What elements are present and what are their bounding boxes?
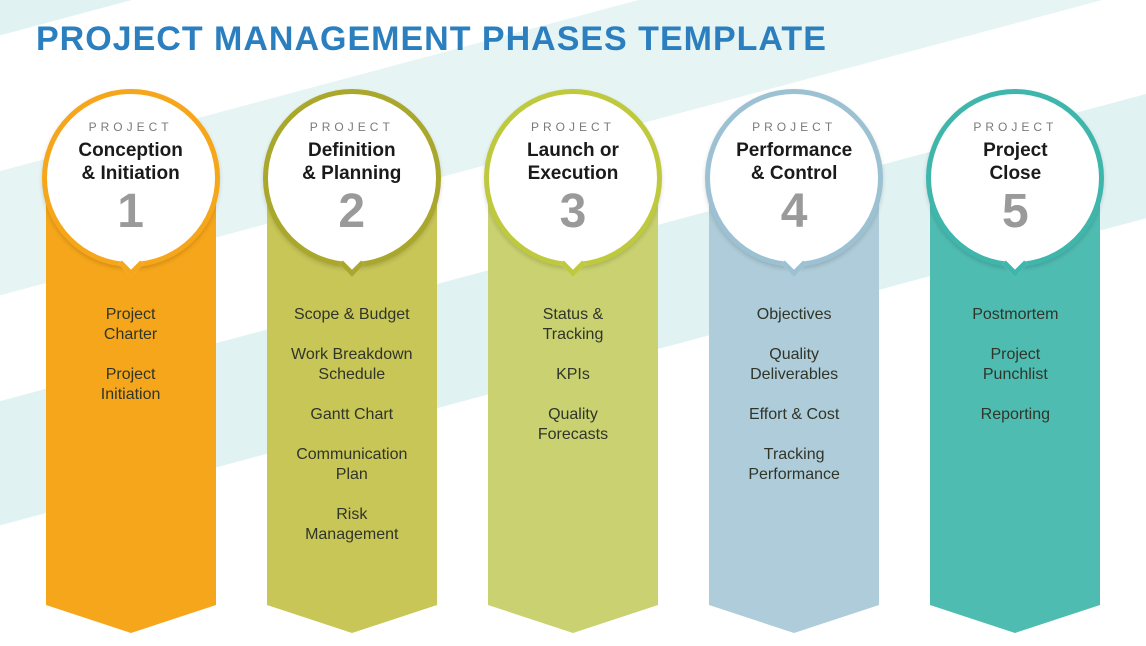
phases-row: PROJECT Conception & Initiation1 Project C… (0, 59, 1146, 605)
phase-circle: PROJECT Definition & Planning2 (263, 89, 441, 267)
phase-column-3: PROJECT Launch or Execution3 Status & Trac… (473, 89, 673, 605)
phase-column-4: PROJECT Performance & Control4 Objectives Q… (694, 89, 894, 605)
phase-item: Risk Management (305, 505, 398, 545)
phase-number: 5 (1002, 188, 1029, 236)
phase-number: 2 (338, 188, 365, 236)
phase-name: Project Close (971, 140, 1059, 186)
phase-eyebrow: PROJECT (531, 120, 615, 134)
phase-name: Definition & Planning (290, 140, 413, 186)
phase-column-1: PROJECT Conception & Initiation1 Project C… (31, 89, 231, 605)
phase-eyebrow: PROJECT (89, 120, 173, 134)
phase-item: Quality Forecasts (538, 405, 608, 445)
phase-column-5: PROJECT Project Close5 Postmortem Project P… (915, 89, 1115, 605)
phase-eyebrow: PROJECT (310, 120, 394, 134)
phase-item: Quality Deliverables (750, 345, 838, 385)
phase-item: Effort & Cost (749, 405, 839, 425)
phase-item: Project Charter (104, 305, 157, 345)
phase-name: Launch or Execution (515, 140, 631, 186)
phase-item: Work Breakdown Schedule (291, 345, 413, 385)
phase-name: Performance & Control (724, 140, 864, 186)
phase-column-2: PROJECT Definition & Planning2 Scope & Bud… (252, 89, 452, 605)
phase-item: Project Initiation (101, 365, 161, 405)
phase-item: Reporting (981, 405, 1050, 425)
phase-item: Status & Tracking (543, 305, 604, 345)
phase-circle: PROJECT Project Close5 (926, 89, 1104, 267)
phase-item: Gantt Chart (310, 405, 393, 425)
phase-circle: PROJECT Launch or Execution3 (484, 89, 662, 267)
phase-number: 4 (781, 188, 808, 236)
phase-number: 3 (560, 188, 587, 236)
phase-eyebrow: PROJECT (752, 120, 836, 134)
phase-number: 1 (117, 188, 144, 236)
phase-item: Communication Plan (296, 445, 407, 485)
phase-item: Tracking Performance (748, 445, 840, 485)
phase-item: Postmortem (972, 305, 1058, 325)
phase-item: Objectives (757, 305, 832, 325)
phase-eyebrow: PROJECT (973, 120, 1057, 134)
phase-circle: PROJECT Conception & Initiation1 (42, 89, 220, 267)
phase-item: Scope & Budget (294, 305, 410, 325)
phase-name: Conception & Initiation (66, 140, 195, 186)
phase-item: KPIs (556, 365, 590, 385)
phase-item: Project Punchlist (983, 345, 1048, 385)
phase-circle: PROJECT Performance & Control4 (705, 89, 883, 267)
page-title: PROJECT MANAGEMENT PHASES TEMPLATE (0, 0, 1146, 59)
